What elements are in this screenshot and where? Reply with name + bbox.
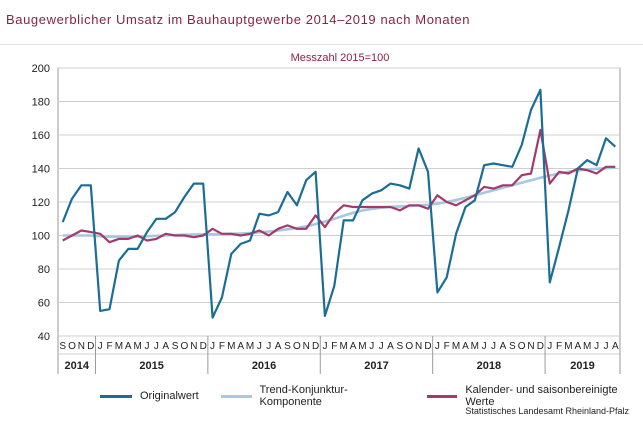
x-tick-label: S <box>397 341 404 352</box>
x-tick-label: O <box>293 341 301 352</box>
x-tick-label: O <box>518 341 526 352</box>
x-tick-label: N <box>78 341 85 352</box>
x-tick-label: D <box>424 341 431 352</box>
x-tick-label: N <box>190 341 197 352</box>
x-tick-label: O <box>68 341 76 352</box>
x-tick-label: N <box>303 341 310 352</box>
x-tick-label: J <box>210 341 215 352</box>
series-line-originalwert <box>61 88 617 319</box>
year-label: 2016 <box>252 360 276 372</box>
x-tick-label: F <box>556 341 562 352</box>
source-note: Statistisches Landesamt Rheinland-Pfalz <box>465 406 629 416</box>
legend-swatch-originalwert <box>100 394 132 398</box>
legend-label-trend: Trend-Konjunktur-Komponente <box>259 384 348 408</box>
year-label: 2018 <box>477 360 501 372</box>
x-tick-label: D <box>87 341 94 352</box>
x-tick-label: M <box>227 341 235 352</box>
x-tick-label: F <box>331 341 337 352</box>
x-tick-label: M <box>564 341 572 352</box>
chart-subtitle: Messzahl 2015=100 <box>290 52 390 64</box>
x-tick-label: J <box>435 341 440 352</box>
x-tick-label: O <box>405 341 413 352</box>
x-tick-label: A <box>575 341 582 352</box>
x-tick-label: S <box>509 341 516 352</box>
x-tick-label: J <box>154 341 159 352</box>
x-tick-label: J <box>266 341 271 352</box>
x-tick-label: F <box>106 341 112 352</box>
legend-item-originalwert: Originalwert <box>100 384 199 408</box>
x-tick-label: J <box>369 341 374 352</box>
x-tick-label: J <box>547 341 552 352</box>
x-tick-label: A <box>612 341 619 352</box>
x-tick-label: M <box>115 341 123 352</box>
x-tick-label: D <box>537 341 544 352</box>
x-tick-label: O <box>181 341 189 352</box>
legend-swatch-bereinigt <box>426 394 458 398</box>
x-tick-label: M <box>583 341 591 352</box>
y-tick-label: 160 <box>32 130 50 142</box>
x-tick-label: A <box>237 341 244 352</box>
x-tick-label: J <box>594 341 599 352</box>
series-line-bereinigt <box>62 128 616 244</box>
x-tick-label: S <box>284 341 291 352</box>
y-tick-label: 200 <box>32 63 50 75</box>
legend-label-bereinigt: Kalender- und saisonbereinigte Werte <box>465 384 618 408</box>
x-tick-label: M <box>471 341 479 352</box>
y-tick-label: 60 <box>38 298 50 310</box>
x-tick-label: J <box>144 341 149 352</box>
legend-label-originalwert: Originalwert <box>140 390 199 402</box>
title-divider <box>0 44 643 45</box>
x-tick-label: A <box>125 341 132 352</box>
x-tick-label: F <box>444 341 450 352</box>
x-tick-label: J <box>379 341 384 352</box>
x-tick-label: M <box>358 341 366 352</box>
x-tick-label: J <box>482 341 487 352</box>
x-tick-label: A <box>350 341 357 352</box>
x-tick-label: A <box>500 341 507 352</box>
legend-item-trend: Trend-Konjunktur-Komponente <box>220 384 405 408</box>
chart-title: Baugewerblicher Umsatz im Bauhauptgewerb… <box>6 12 471 27</box>
y-tick-label: 80 <box>38 264 50 276</box>
y-tick-label: 140 <box>32 164 50 176</box>
x-tick-label: D <box>200 341 207 352</box>
x-tick-label: M <box>340 341 348 352</box>
x-tick-label: J <box>603 341 608 352</box>
x-tick-label: A <box>275 341 282 352</box>
x-tick-label: M <box>246 341 254 352</box>
x-tick-label: S <box>59 341 66 352</box>
x-tick-label: F <box>219 341 225 352</box>
y-tick-label: 120 <box>32 197 50 209</box>
x-tick-label: A <box>387 341 394 352</box>
x-tick-label: S <box>172 341 179 352</box>
x-tick-label: N <box>415 341 422 352</box>
y-tick-label: 100 <box>32 231 50 243</box>
x-tick-label: M <box>133 341 141 352</box>
x-tick-label: D <box>312 341 319 352</box>
year-label: 2014 <box>64 360 89 372</box>
y-tick-label: 180 <box>32 97 50 109</box>
year-label: 2019 <box>570 360 594 372</box>
legend: Originalwert Trend-Konjunktur-Komponente… <box>100 384 643 408</box>
legend-item-bereinigt: Kalender- und saisonbereinigte Werte <box>426 384 643 408</box>
x-tick-label: J <box>322 341 327 352</box>
x-tick-label: A <box>162 341 169 352</box>
x-tick-label: J <box>491 341 496 352</box>
year-label: 2015 <box>139 360 163 372</box>
x-tick-label: J <box>98 341 103 352</box>
y-tick-label: 40 <box>38 331 50 343</box>
x-tick-label: J <box>257 341 262 352</box>
x-tick-label: M <box>452 341 460 352</box>
x-tick-label: A <box>462 341 469 352</box>
x-tick-label: N <box>527 341 534 352</box>
legend-swatch-trend <box>220 394 252 398</box>
year-label: 2017 <box>364 360 388 372</box>
series-line-trend <box>62 166 616 239</box>
